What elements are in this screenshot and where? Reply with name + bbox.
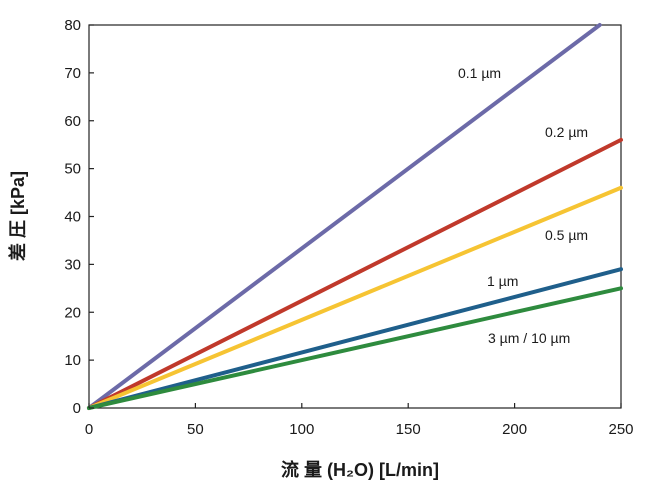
- y-tick-label: 20: [64, 304, 81, 321]
- y-tick-label: 60: [64, 113, 81, 130]
- y-tick-label: 80: [64, 17, 81, 34]
- series-line-1: [87, 137, 623, 410]
- y-tick-label: 70: [64, 65, 81, 82]
- y-tick-label: 10: [64, 352, 81, 369]
- x-tick-label: 150: [396, 421, 421, 438]
- plot-area: [88, 24, 622, 409]
- series-line-4: [87, 286, 623, 410]
- x-tick-label: 0: [85, 421, 93, 438]
- x-axis-title: 流 量 (H₂O) [L/min]: [281, 459, 439, 480]
- series-line-3: [87, 267, 623, 410]
- series-line-0: [87, 23, 602, 410]
- series-label-1: 0.2 µm: [545, 124, 588, 140]
- x-tick-label: 50: [187, 421, 204, 438]
- y-tick-label: 0: [73, 400, 81, 417]
- y-tick-label: 40: [64, 209, 81, 226]
- label-layer: 0.1 µm 0.2 µm 0.5 µm 1 µm 3 µm / 10 µm: [458, 65, 588, 346]
- y-tick-label: 50: [64, 161, 81, 178]
- series-label-3: 1 µm: [487, 273, 518, 289]
- series-label-4: 3 µm / 10 µm: [488, 330, 570, 346]
- series-layer: [87, 23, 623, 410]
- series-label-0: 0.1 µm: [458, 65, 501, 81]
- series-label-2: 0.5 µm: [545, 227, 588, 243]
- y-axis-title: 差 圧 [kPa]: [7, 171, 28, 261]
- axis-layer: 0 50 100 150 200 250 0 10 20 30 40 50 60 70 80: [64, 17, 633, 438]
- y-tick-label: 30: [64, 256, 81, 273]
- series-line-2: [87, 185, 623, 410]
- x-tick-label: 200: [502, 421, 527, 438]
- x-tick-label: 100: [289, 421, 314, 438]
- x-tick-label: 250: [608, 421, 633, 438]
